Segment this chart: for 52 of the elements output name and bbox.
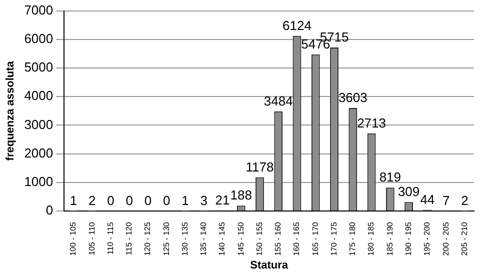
data-label: 3603 bbox=[338, 90, 368, 106]
x-tick-label: 155 - 160 bbox=[274, 221, 283, 256]
y-tick-label: 6000 bbox=[24, 30, 54, 46]
data-label: 0 bbox=[107, 193, 114, 208]
x-tick-label: 205 - 210 bbox=[460, 221, 469, 256]
data-label: 0 bbox=[144, 193, 152, 208]
y-tick-label: 0 bbox=[46, 202, 54, 218]
data-label: 3484 bbox=[264, 93, 293, 108]
y-tick-label: 5000 bbox=[24, 60, 54, 75]
x-tick-label: 195 - 200 bbox=[422, 221, 432, 256]
y-tick-label: 7000 bbox=[24, 2, 54, 18]
y-tick-label: 3000 bbox=[24, 116, 54, 132]
data-label: 7 bbox=[442, 192, 450, 208]
data-label: 21 bbox=[215, 192, 230, 208]
data-label: 1 bbox=[70, 193, 78, 208]
x-tick-label: 185 - 190 bbox=[385, 221, 394, 256]
y-tick-label: 4000 bbox=[24, 88, 54, 104]
x-tick-label: 125 - 130 bbox=[162, 221, 171, 256]
x-tick-label: 175 - 180 bbox=[348, 221, 358, 256]
x-tick-label: 165 - 170 bbox=[310, 221, 320, 256]
x-tick-label: 150 - 155 bbox=[254, 221, 264, 256]
x-axis-title: Statura bbox=[250, 259, 289, 272]
x-tick-label: 180 - 185 bbox=[366, 221, 376, 256]
data-label: 309 bbox=[398, 184, 420, 200]
x-tick-label: 140 - 145 bbox=[218, 221, 227, 256]
data-label: 6124 bbox=[282, 18, 312, 33]
data-label: 2713 bbox=[357, 115, 386, 130]
data-label: 3 bbox=[200, 192, 208, 208]
data-label: 1178 bbox=[246, 159, 274, 174]
data-label: 1 bbox=[182, 193, 189, 208]
x-tick-label: 130 - 135 bbox=[180, 221, 190, 256]
x-tick-label: 105 - 110 bbox=[87, 221, 96, 256]
x-tick-label: 190 - 195 bbox=[404, 221, 413, 256]
x-tick-label: 160 - 165 bbox=[292, 221, 302, 256]
x-tick-label: 135 - 140 bbox=[199, 221, 208, 256]
y-tick-label: 1000 bbox=[24, 174, 54, 189]
data-label: 2 bbox=[88, 193, 96, 208]
x-tick-label: 170 - 175 bbox=[329, 221, 338, 256]
y-axis-title: frequenza assoluta bbox=[4, 60, 17, 161]
x-tick-label: 100 - 105 bbox=[68, 221, 78, 256]
x-tick-label: 120 - 125 bbox=[143, 221, 152, 256]
data-label: 44 bbox=[420, 192, 435, 207]
data-label: 0 bbox=[126, 193, 133, 208]
x-tick-label: 110 - 115 bbox=[106, 221, 115, 255]
data-label: 0 bbox=[162, 193, 170, 208]
x-tick-label: 115 - 120 bbox=[124, 221, 134, 256]
x-tick-label: 200 - 205 bbox=[441, 221, 450, 256]
data-label: 188 bbox=[230, 188, 252, 203]
data-label: 2 bbox=[461, 193, 468, 208]
data-label: 819 bbox=[379, 170, 402, 185]
y-tick-label: 2000 bbox=[24, 145, 54, 160]
x-tick-label: 145 - 150 bbox=[236, 221, 246, 256]
